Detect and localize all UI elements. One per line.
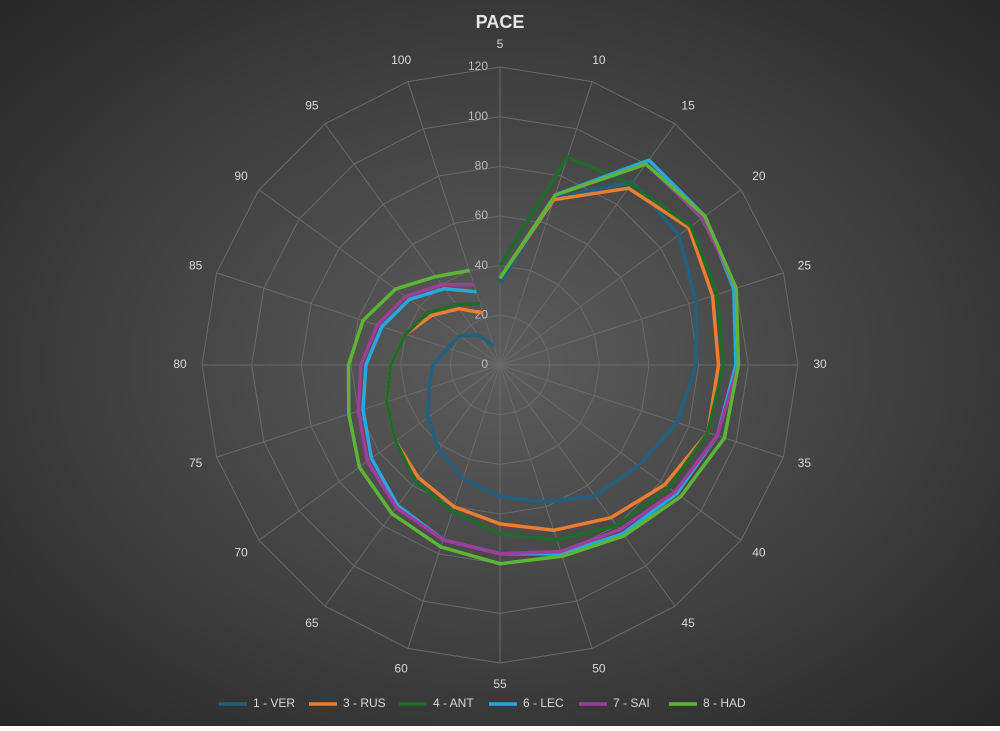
spoke <box>499 364 593 649</box>
legend-label: 3 - RUS <box>343 696 386 710</box>
category-label: 25 <box>798 258 812 272</box>
spoke <box>499 364 784 458</box>
r-tick-label: 0 <box>481 357 488 371</box>
spoke <box>499 81 593 366</box>
category-label: 60 <box>394 662 408 676</box>
category-label: 30 <box>813 357 827 371</box>
category-label: 75 <box>189 456 203 470</box>
spoke <box>499 189 742 366</box>
spoke <box>324 123 501 366</box>
category-label: 10 <box>592 53 606 67</box>
category-label: 20 <box>752 169 766 183</box>
r-tick-label: 60 <box>475 208 489 222</box>
r-tick-label: 120 <box>468 59 488 73</box>
category-label: 85 <box>189 258 203 272</box>
spoke <box>258 364 501 541</box>
spoke <box>407 81 501 366</box>
legend-label: 8 - HAD <box>703 696 746 710</box>
category-label: 45 <box>681 616 695 630</box>
category-label: 15 <box>681 98 695 112</box>
series-line <box>425 180 698 504</box>
series-line <box>384 155 726 542</box>
category-label: 65 <box>305 616 319 630</box>
r-tick-label: 20 <box>475 308 489 322</box>
spoke <box>324 364 501 607</box>
category-label: 95 <box>305 98 319 112</box>
spoke <box>499 364 742 541</box>
r-tick-label: 40 <box>475 258 489 272</box>
r-tick-label: 100 <box>468 109 488 123</box>
series-line <box>356 162 741 556</box>
spoke <box>499 364 676 607</box>
r-tick-label: 80 <box>475 159 489 173</box>
category-label: 55 <box>493 677 507 691</box>
category-label: 35 <box>798 456 812 470</box>
spoke <box>216 272 501 366</box>
category-label: 5 <box>497 37 504 51</box>
legend-label: 7 - SAI <box>613 696 650 710</box>
category-label: 100 <box>391 53 411 67</box>
category-label: 80 <box>173 357 187 371</box>
category-label: 50 <box>592 662 606 676</box>
legend-label: 6 - LEC <box>523 696 564 710</box>
legend-label: 4 - ANT <box>433 696 474 710</box>
category-label: 40 <box>752 545 766 559</box>
series-line <box>346 162 741 566</box>
spoke <box>258 189 501 366</box>
legend-label: 1 - VER <box>253 696 295 710</box>
chart-title: PACE <box>476 12 525 32</box>
category-label: 90 <box>234 169 248 183</box>
category-label: 70 <box>234 545 248 559</box>
